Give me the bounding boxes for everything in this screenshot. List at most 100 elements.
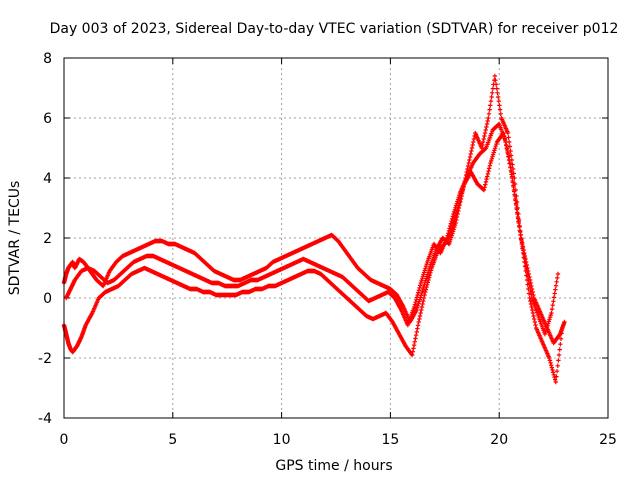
data-point xyxy=(418,280,424,286)
data-point xyxy=(516,220,521,226)
data-point xyxy=(546,319,552,324)
data-point xyxy=(418,310,423,316)
data-point xyxy=(456,195,461,200)
data-point xyxy=(417,316,422,322)
data-point xyxy=(424,282,430,287)
data-point xyxy=(416,319,421,325)
data-point xyxy=(415,326,420,331)
data-point xyxy=(426,275,432,280)
data-point xyxy=(495,94,501,100)
x-tick-label: 0 xyxy=(60,432,69,448)
data-point xyxy=(548,312,553,318)
data-point xyxy=(487,107,492,112)
data-point xyxy=(451,220,457,225)
data-point xyxy=(547,358,553,363)
data-point xyxy=(419,304,425,310)
data-point xyxy=(482,185,487,190)
data-point xyxy=(426,277,431,283)
data-point xyxy=(415,303,421,308)
data-point xyxy=(525,274,531,279)
data-point xyxy=(480,142,485,148)
data-point xyxy=(491,150,496,155)
data-point xyxy=(490,86,496,91)
data-point xyxy=(446,231,451,236)
data-point xyxy=(492,148,497,153)
data-point xyxy=(425,280,431,285)
data-point xyxy=(453,215,458,220)
data-point xyxy=(416,288,422,293)
data-point xyxy=(470,142,475,148)
data-point xyxy=(486,111,492,116)
data-point xyxy=(527,281,532,286)
data-point xyxy=(468,151,473,157)
x-tick-label: 5 xyxy=(168,432,177,448)
data-point xyxy=(527,285,533,290)
data-point xyxy=(549,365,555,370)
data-point xyxy=(445,233,450,238)
data-point xyxy=(553,287,558,292)
data-point xyxy=(466,160,471,166)
data-point xyxy=(489,94,494,100)
data-point xyxy=(412,339,417,344)
y-tick-label: 4 xyxy=(43,171,52,187)
data-point xyxy=(492,146,498,151)
data-point xyxy=(549,363,554,368)
data-point xyxy=(416,290,421,295)
data-point xyxy=(551,295,557,300)
data-point xyxy=(530,310,536,316)
data-point xyxy=(518,232,523,237)
data-point xyxy=(414,295,420,300)
data-point xyxy=(455,197,461,202)
data-point xyxy=(513,202,519,208)
data-point xyxy=(482,130,488,136)
data-point xyxy=(422,292,427,298)
x-tick-label: 10 xyxy=(273,432,291,448)
data-point xyxy=(542,331,548,337)
data-point xyxy=(506,154,511,159)
data-point xyxy=(493,78,498,83)
data-point xyxy=(532,316,537,322)
data-point xyxy=(427,273,432,278)
data-point xyxy=(413,336,418,341)
data-point xyxy=(467,157,472,163)
data-point xyxy=(488,103,493,108)
data-point xyxy=(449,227,455,232)
data-point xyxy=(451,209,457,215)
data-point xyxy=(424,261,429,267)
data-point xyxy=(494,141,499,147)
data-point xyxy=(528,288,533,293)
data-point xyxy=(469,148,474,154)
data-point xyxy=(505,130,511,136)
data-point xyxy=(422,268,427,273)
data-point xyxy=(414,297,419,302)
data-point xyxy=(457,192,462,198)
data-point xyxy=(548,360,553,365)
data-point xyxy=(444,235,450,241)
data-point xyxy=(469,145,475,151)
data-point xyxy=(421,298,426,304)
data-point xyxy=(481,136,486,142)
data-point xyxy=(486,115,491,121)
data-point xyxy=(420,301,425,307)
data-point xyxy=(453,205,458,210)
data-point xyxy=(423,264,429,269)
data-point xyxy=(490,90,495,95)
data-point xyxy=(493,82,499,87)
data-point xyxy=(521,252,527,257)
data-point xyxy=(528,292,534,297)
data-point xyxy=(423,266,428,271)
data-point xyxy=(417,313,423,319)
data-point xyxy=(523,259,528,265)
data-point xyxy=(449,229,454,235)
y-tick-label: 2 xyxy=(43,231,52,247)
data-point xyxy=(409,352,415,358)
data-point xyxy=(471,136,477,142)
data-point xyxy=(532,319,538,325)
data-point xyxy=(471,139,476,145)
data-point xyxy=(533,322,538,328)
data-point xyxy=(550,370,556,375)
data-point xyxy=(547,315,553,320)
data-point xyxy=(496,99,501,104)
x-tick-label: 25 xyxy=(599,432,617,448)
data-point xyxy=(519,236,524,241)
